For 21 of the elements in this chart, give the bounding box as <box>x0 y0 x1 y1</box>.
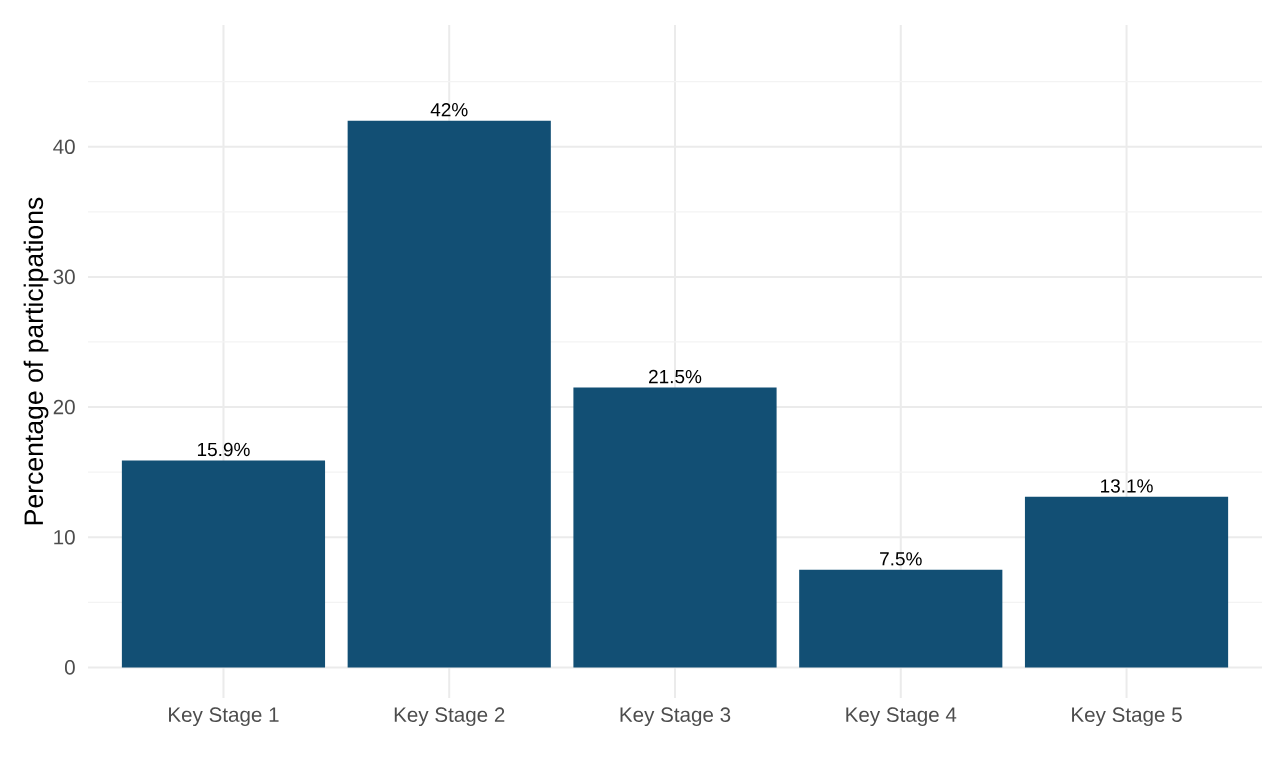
y-tick-label: 20 <box>53 399 75 415</box>
x-tick-label: Key Stage 5 <box>1072 707 1182 727</box>
data-label: 15.9% <box>197 442 250 457</box>
bar <box>1024 496 1229 668</box>
y-tick-label: 0 <box>64 660 75 675</box>
x-tick-label: Key Stage 4 <box>846 707 957 727</box>
bar <box>121 460 326 668</box>
data-label: 7.5% <box>880 552 922 566</box>
data-label: 21.5% <box>649 369 702 384</box>
data-label: 42% <box>430 103 468 117</box>
x-tick-label: Key Stage 3 <box>620 707 731 727</box>
bar <box>573 387 777 668</box>
bar <box>347 120 551 668</box>
y-tick-label: 40 <box>53 139 75 154</box>
x-tick-label: Key Stage 2 <box>394 707 505 727</box>
x-tick-label: Key Stage 1 <box>169 707 279 727</box>
y-tick-label: 10 <box>54 529 75 545</box>
data-label: 13.1% <box>1101 479 1153 493</box>
bar <box>799 569 1003 668</box>
y-tick-label: 30 <box>53 269 75 285</box>
y-axis-title: Percentage of participations <box>23 197 49 525</box>
